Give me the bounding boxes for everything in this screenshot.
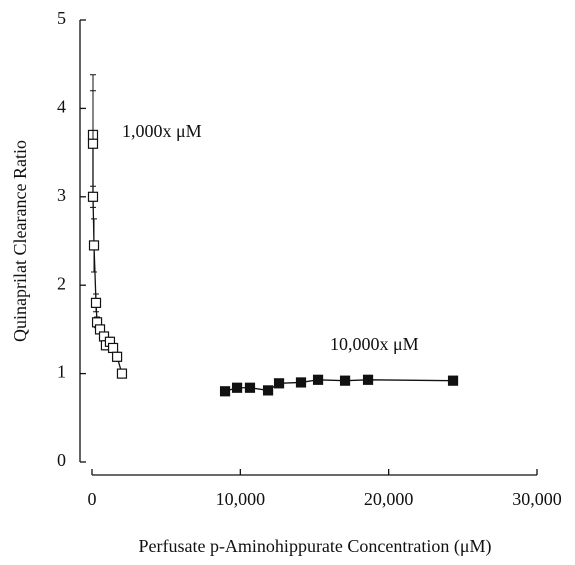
point: [262, 385, 274, 396]
y-tick-label: 2: [57, 273, 66, 293]
point: [312, 374, 324, 385]
point: [219, 386, 231, 397]
y-tick-label: 1: [57, 362, 66, 382]
point: [90, 297, 102, 308]
point: [273, 378, 285, 389]
point: [244, 382, 256, 393]
annotation: 1,000x μM: [122, 121, 202, 141]
point: [339, 375, 351, 386]
point: [107, 342, 119, 354]
point: [111, 351, 123, 362]
x-tick-label: 30,000: [512, 489, 562, 509]
y-tick-label: 4: [57, 97, 66, 117]
point: [88, 240, 100, 251]
x-axis-label: Perfusate p-Aminohippurate Concentration…: [138, 536, 491, 557]
point: [231, 382, 243, 393]
x-tick-label: 20,000: [364, 489, 414, 509]
point: [447, 375, 459, 386]
x-tick-label: 0: [88, 489, 97, 509]
y-axis-label: Quinaprilat Clearance Ratio: [10, 140, 30, 342]
series-line: [224, 379, 454, 392]
y-tick-label: 5: [57, 8, 66, 28]
annotation: 10,000x μM: [330, 334, 419, 354]
point: [116, 368, 128, 379]
y-tick-label: 3: [57, 185, 66, 205]
x-tick-label: 10,000: [216, 489, 266, 509]
point: [295, 377, 307, 388]
y-tick-label: 0: [57, 450, 66, 470]
point: [362, 374, 374, 385]
point: [87, 191, 99, 202]
point: [87, 138, 99, 149]
